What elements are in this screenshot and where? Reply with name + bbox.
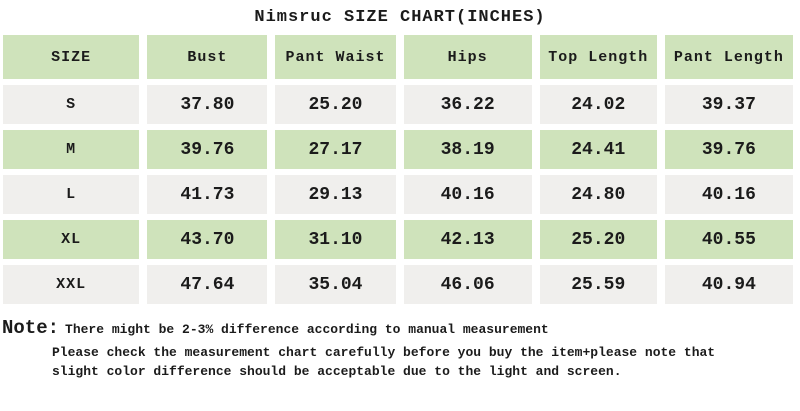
size-cell: XXL	[3, 265, 140, 304]
header-cell-top-length: Top Length	[539, 35, 657, 79]
pant-length-cell: 39.76	[664, 130, 793, 169]
pant-waist-cell: 29.13	[275, 175, 396, 214]
pant-waist-cell: 27.17	[275, 130, 396, 169]
pant-waist-cell: 25.20	[275, 85, 396, 124]
top-length-cell: 24.02	[539, 85, 657, 124]
note-text-3: slight color difference should be accept…	[52, 364, 622, 379]
note-line-1: Note: There might be 2-3% difference acc…	[2, 314, 798, 343]
size-cell: M	[3, 130, 140, 169]
top-length-cell: 24.80	[539, 175, 657, 214]
table-row-xxl: XXL 47.64 35.04 46.06 25.59 40.94	[3, 265, 793, 304]
top-length-cell: 25.59	[539, 265, 657, 304]
pant-length-cell: 40.55	[664, 220, 793, 259]
header-row: SIZE Bust Pant Waist Hips Top Length Pan…	[3, 35, 793, 79]
size-chart-table: SIZE Bust Pant Waist Hips Top Length Pan…	[0, 29, 800, 310]
bust-cell: 41.73	[147, 175, 268, 214]
pant-waist-cell: 31.10	[275, 220, 396, 259]
header-cell-pant-waist: Pant Waist	[275, 35, 396, 79]
table-row-s: S 37.80 25.20 36.22 24.02 39.37	[3, 85, 793, 124]
header-cell-size: SIZE	[3, 35, 140, 79]
hips-cell: 36.22	[403, 85, 532, 124]
hips-cell: 46.06	[403, 265, 532, 304]
page-title: Nimsruc SIZE CHART(INCHES)	[254, 8, 546, 27]
note-text-1: There might be 2-3% difference according…	[65, 322, 549, 337]
pant-waist-cell: 35.04	[275, 265, 396, 304]
header-cell-pant-length: Pant Length	[664, 35, 793, 79]
bust-cell: 43.70	[147, 220, 268, 259]
header-cell-hips: Hips	[403, 35, 532, 79]
note-section: Note: There might be 2-3% difference acc…	[2, 314, 798, 382]
note-label: Note:	[2, 317, 60, 339]
pant-length-cell: 40.16	[664, 175, 793, 214]
hips-cell: 42.13	[403, 220, 532, 259]
table-row-m: M 39.76 27.17 38.19 24.41 39.76	[3, 130, 793, 169]
pant-length-cell: 39.37	[664, 85, 793, 124]
size-cell: S	[3, 85, 140, 124]
header-cell-bust: Bust	[147, 35, 268, 79]
table-row-l: L 41.73 29.13 40.16 24.80 40.16	[3, 175, 793, 214]
bust-cell: 39.76	[147, 130, 268, 169]
note-text-2: Please check the measurement chart caref…	[52, 344, 716, 360]
top-length-cell: 24.41	[539, 130, 657, 169]
size-cell: L	[3, 175, 140, 214]
size-cell: XL	[3, 220, 140, 259]
hips-cell: 40.16	[403, 175, 532, 214]
bust-cell: 47.64	[147, 265, 268, 304]
top-length-cell: 25.20	[539, 220, 657, 259]
hips-cell: 38.19	[403, 130, 532, 169]
table-row-xl: XL 43.70 31.10 42.13 25.20 40.55	[3, 220, 793, 259]
pant-length-cell: 40.94	[664, 265, 793, 304]
bust-cell: 37.80	[147, 85, 268, 124]
